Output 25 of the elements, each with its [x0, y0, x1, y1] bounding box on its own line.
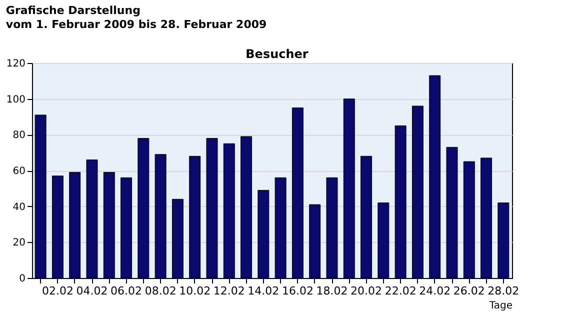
- x-tick-label: 18.02: [316, 284, 348, 298]
- x-tick-label: 22.02: [384, 284, 416, 298]
- y-tick-label: 20: [12, 238, 26, 249]
- x-tick-label: 04.02: [76, 284, 108, 298]
- y-tick-label: 120: [6, 58, 26, 70]
- y-tick-label: 60: [12, 166, 26, 177]
- x-tick-label: 08.02: [144, 284, 176, 298]
- x-tick-label: 10.02: [179, 284, 211, 298]
- y-tick-label: 80: [12, 130, 26, 142]
- x-tick-label: 14.02: [248, 284, 280, 298]
- x-tick-label: 26.02: [453, 284, 485, 298]
- x-axis-title: Tage: [488, 300, 512, 312]
- x-tick-label: 28.02: [488, 284, 520, 298]
- x-tick-label: 16.02: [282, 284, 314, 298]
- x-tick-label: 06.02: [110, 284, 142, 298]
- x-tick-label: 02.02: [42, 284, 74, 298]
- x-tick-label: 12.02: [213, 284, 245, 298]
- y-tick-label: 40: [12, 202, 26, 213]
- x-tick-label: 24.02: [419, 284, 451, 298]
- x-tick-label: 20.02: [350, 284, 382, 298]
- chart-title: Grafische Darstellung: [6, 4, 140, 17]
- y-tick-label: 0: [19, 274, 26, 284]
- text: Besucher: [246, 47, 308, 61]
- chart-subtitle: vom 1. Februar 2009 bis 28. Februar 2009: [6, 18, 267, 31]
- y-tick-label: 100: [6, 94, 26, 106]
